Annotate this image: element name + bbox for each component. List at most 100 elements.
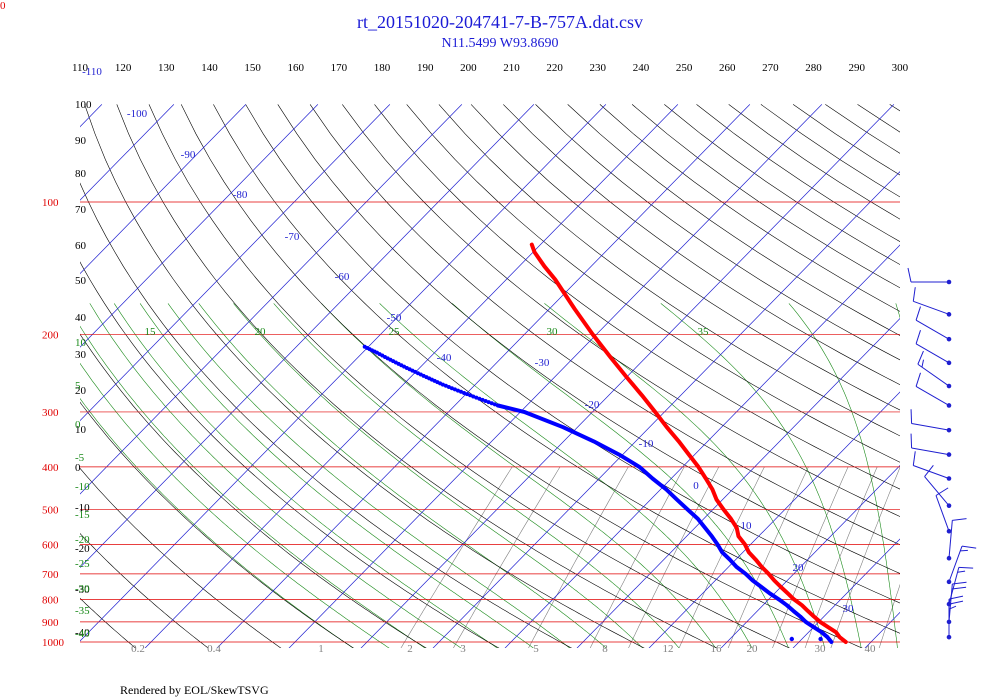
mixing-ratio-line <box>400 466 513 648</box>
theta-tick-label: 180 <box>374 62 391 74</box>
mixing-ratio-label: 1 <box>318 643 324 655</box>
moist-adiabat-line <box>198 303 607 648</box>
footer-credit: Rendered by EOL/SkewTSVG <box>120 683 269 697</box>
dry-adiabat-line <box>438 104 900 437</box>
theta-tick-label: 160 <box>288 62 305 74</box>
theta-left-label: 50 <box>75 275 87 287</box>
isotherm-line <box>432 171 900 648</box>
dry-adiabat-line <box>80 467 282 648</box>
wind-barb-flag <box>948 600 964 605</box>
dry-adiabats <box>80 104 1000 660</box>
moist-adiabat-left-label: -10 <box>75 481 90 493</box>
theta-left-label: 20 <box>75 385 87 397</box>
theta-left-label: -10 <box>75 502 90 514</box>
moist-adiabat-left-label: 5 <box>75 380 81 392</box>
isotherm-line <box>792 538 900 648</box>
dewpoint-dot <box>474 395 479 400</box>
theta-tick-label: 280 <box>805 62 822 74</box>
theta-tick-label: 110 <box>72 62 89 74</box>
isotherm-line <box>360 104 895 648</box>
mixing-ratio-line <box>878 583 900 648</box>
theta-left-label: 70 <box>75 204 87 216</box>
pressure-tick-label: 900 <box>42 617 59 629</box>
mixing-ratio-line <box>804 466 878 648</box>
mixing-ratio-label: 20 <box>747 643 759 655</box>
dry-adiabat-line <box>116 104 718 648</box>
isotherm-label: -30 <box>535 357 550 369</box>
mixing-ratio-line <box>528 466 629 648</box>
wind-barb <box>946 518 967 561</box>
wind-barb <box>915 330 952 366</box>
isotherm-label: -100 <box>127 108 148 120</box>
theta-tick-label: 260 <box>719 62 736 74</box>
wind-barb-staff <box>913 300 950 315</box>
mixing-ratio-line <box>914 467 975 651</box>
dry-adiabat-line <box>80 261 500 648</box>
theta-tick-label: 170 <box>331 62 348 74</box>
wind-barb-flag <box>910 409 913 424</box>
dewpoint-dot <box>455 388 460 393</box>
moist-adiabat-left-label: -30 <box>75 583 90 595</box>
moist-adiabat-line <box>167 303 571 648</box>
theta-tick-label: 210 <box>503 62 520 74</box>
isotherm-line <box>925 104 1000 660</box>
moist-adiabat-top-label: 30 <box>547 326 559 338</box>
mixing-ratio-label: 8 <box>602 643 608 655</box>
dry-adiabat-line <box>470 104 900 411</box>
pressure-tick-label: 1000 <box>42 637 65 649</box>
dewpoint-dot <box>462 390 467 395</box>
wind-barb <box>912 287 952 317</box>
theta-tick-label: 230 <box>590 62 607 74</box>
isotherm-line <box>80 104 175 201</box>
isotherm-label: 20 <box>793 562 805 574</box>
wind-barb <box>915 306 952 342</box>
mixing-ratio-line <box>453 466 561 648</box>
wind-barb-flag <box>961 545 977 549</box>
moist-adiabat-line <box>788 303 898 648</box>
theta-left-label: 100 <box>75 99 92 111</box>
dry-adiabat-line <box>954 104 1000 660</box>
dry-adiabat-line <box>760 104 900 198</box>
theta-tick-label: 120 <box>115 62 132 74</box>
dry-adiabat-line <box>374 104 900 490</box>
mixing-ratio-line <box>772 466 849 648</box>
wind-barb-station-dot <box>946 360 952 366</box>
dewpoint-dot <box>477 396 482 401</box>
moist-adiabat-left-label: -20 <box>75 534 90 546</box>
mixing-ratio-label: 0.2 <box>131 643 145 655</box>
dewpoint-profile-line <box>496 403 834 644</box>
moist-adiabat-left-label: -25 <box>75 558 90 570</box>
wind-barb-flag <box>957 570 966 573</box>
wind-barb-flag <box>915 306 921 321</box>
isotherm-label: -60 <box>335 271 350 283</box>
wind-barb-flag <box>915 330 921 344</box>
dry-adiabat-line <box>180 104 863 648</box>
pressure-tick-label: 500 <box>42 505 59 517</box>
dewpoint-dot <box>480 397 485 402</box>
moist-adiabat-left-label: -15 <box>75 509 90 521</box>
moist-adiabat-left-label: -40 <box>75 628 90 640</box>
wind-barb-flag <box>951 586 967 590</box>
mixing-ratio-label: 3 <box>460 643 466 655</box>
dry-adiabat-line <box>406 104 900 463</box>
wind-barb-flag <box>958 566 974 569</box>
theta-tick-label: 250 <box>676 62 693 74</box>
wind-barb <box>910 409 952 433</box>
mixing-ratio-line <box>628 466 720 648</box>
moist-adiabat-line <box>233 303 643 648</box>
isotherm-line <box>80 104 391 422</box>
isotherm-line <box>80 104 247 275</box>
dewpoint-dot <box>458 389 463 394</box>
dry-adiabat-line <box>342 104 900 517</box>
moist-adiabat-left-label: 10 <box>75 337 87 349</box>
moist-adiabat-top-label: 25 <box>389 326 401 338</box>
dry-adiabat-line <box>631 104 900 289</box>
dry-adiabat-line <box>148 104 791 648</box>
wind-barb-staff <box>911 447 950 456</box>
moist-adiabat-line <box>89 303 462 648</box>
corner-label: 0 <box>0 0 6 12</box>
dewpoint-dot <box>446 385 451 390</box>
theta-left-label: 0 <box>75 462 81 474</box>
theta-left-label: 40 <box>75 312 87 324</box>
